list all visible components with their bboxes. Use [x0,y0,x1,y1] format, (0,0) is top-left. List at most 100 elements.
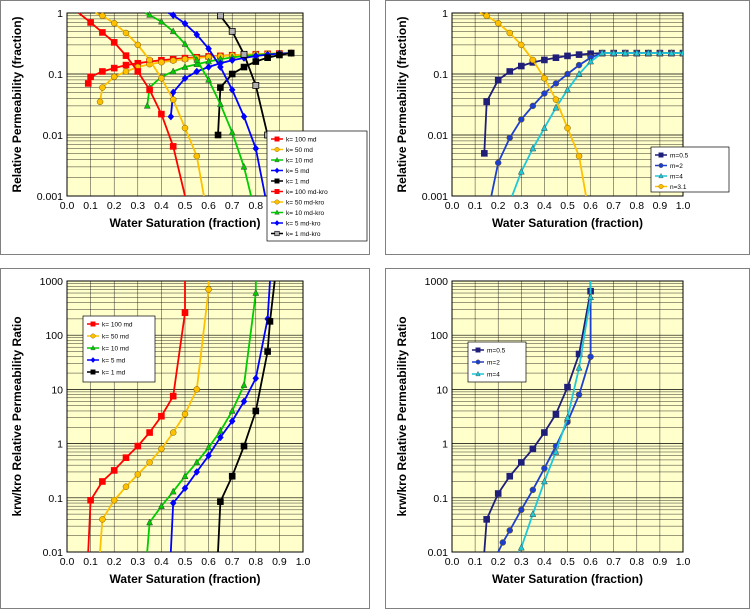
series-group [483,281,595,552]
data-point [483,516,490,523]
data-point [587,57,595,65]
y-tick-label: 1 [57,8,63,20]
data-point [266,318,274,325]
data-point [193,30,201,39]
data-point [169,487,177,495]
x-tick-label: 0.3 [514,200,529,212]
data-point [99,68,106,75]
data-point [541,56,548,64]
data-point [158,445,165,453]
data-point [205,75,213,83]
series-3 [146,281,260,552]
data-point [240,442,248,450]
data-point [193,458,201,466]
x-tick-label: 0.5 [178,556,193,568]
data-point [575,51,583,58]
data-point [541,465,548,472]
data-point [134,471,142,478]
data-point [205,44,212,53]
x-tick-label: 0.8 [248,556,263,568]
y-tick-label: 1 [442,439,448,451]
data-point [169,429,177,436]
data-point [575,391,583,398]
series-3 [517,281,595,552]
data-point [552,54,560,62]
data-point [181,19,189,28]
series-group [479,12,683,196]
legend-marker [90,321,96,327]
x-axis-label: Water Saturation (fraction) [492,572,643,586]
data-point [134,68,142,75]
data-point [228,406,236,414]
data-point [228,128,236,136]
legend-marker [658,163,664,168]
data-point [99,478,106,485]
data-point [656,49,664,56]
data-point [529,56,537,64]
y-tick-label: 100 [45,330,63,342]
data-point [169,67,177,75]
data-point [598,49,606,56]
legend-marker [274,147,280,152]
data-point [193,55,201,63]
data-point [506,472,514,480]
data-point [122,52,130,59]
data-point [169,96,177,103]
x-axis-label: Water Saturation (fraction) [110,572,261,586]
data-point [122,483,130,490]
data-point [181,309,189,317]
data-point [552,80,560,87]
legend-marker [90,357,96,363]
data-point [193,468,201,476]
data-point [214,131,222,139]
x-tick-label: 0.7 [225,556,240,568]
data-point [610,49,618,56]
data-point [169,88,177,97]
data-point [96,98,104,106]
data-point [494,19,502,27]
series-7 [94,12,205,196]
y-tick-label: 0.01 [428,547,449,559]
plot-border [451,12,684,197]
data-point [217,63,224,71]
data-point [518,506,525,514]
data-point [552,96,560,103]
data-point [169,11,177,20]
legend-label: k= 10 md-kro [286,210,324,217]
legend-marker [274,220,280,226]
data-point [483,98,490,106]
data-point [169,27,177,35]
x-tick-label: 0.1 [468,200,483,212]
x-tick-label: 0.1 [468,556,483,568]
data-point [276,51,283,59]
data-point [99,29,106,36]
data-point [252,82,260,89]
legend-box [266,130,368,242]
data-point [216,12,224,20]
data-point [158,58,165,66]
legend-marker [274,167,280,174]
data-point [146,429,153,436]
data-point [518,62,525,70]
data-point [499,539,507,546]
legend-label: k= 50 md [286,147,313,154]
legend-marker [90,333,96,339]
x-tick-label: 0.9 [653,200,668,212]
y-axis-label: Relative Permeability (fraction) [395,16,409,192]
legend-marker [274,230,280,237]
data-point [575,69,583,77]
grid [452,13,683,197]
x-tick-label: 1.0 [676,556,691,568]
data-point [169,143,177,150]
series-line [217,280,276,552]
legend: m=0.5 m=2 m=4 [467,341,527,383]
x-tick-label: 0.8 [248,200,263,212]
legend-label: k= 5 md-kro [286,221,321,228]
legend-label: k= 5 md [286,168,310,175]
series-line [99,281,210,552]
data-point [587,293,595,301]
data-point [143,101,151,109]
legend-marker [274,178,280,184]
x-tick-label: 0.6 [583,200,598,212]
data-point [205,451,212,460]
